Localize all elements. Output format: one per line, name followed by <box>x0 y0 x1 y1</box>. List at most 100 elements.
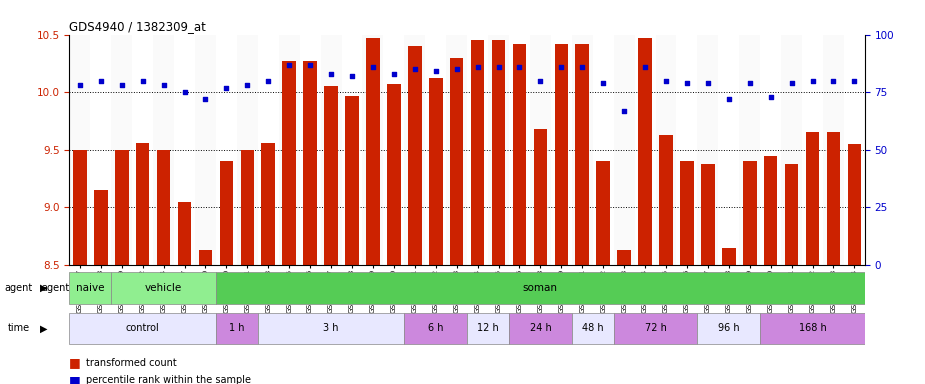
Bar <box>806 132 820 265</box>
Text: percentile rank within the sample: percentile rank within the sample <box>86 375 251 384</box>
Point <box>365 64 380 70</box>
Bar <box>325 86 338 265</box>
Text: ■: ■ <box>69 356 81 369</box>
Bar <box>387 84 401 265</box>
Point <box>219 84 234 91</box>
Bar <box>781 35 802 265</box>
Point <box>428 68 443 74</box>
Bar <box>847 144 861 265</box>
Text: vehicle: vehicle <box>145 283 182 293</box>
Bar <box>216 313 258 344</box>
Bar <box>554 44 568 265</box>
Bar <box>258 35 278 265</box>
Point <box>407 66 422 72</box>
Point <box>743 80 758 86</box>
Text: agent: agent <box>5 283 32 293</box>
Point <box>596 80 611 86</box>
Bar <box>635 35 656 265</box>
Text: 3 h: 3 h <box>324 323 339 333</box>
Bar <box>111 273 216 303</box>
Bar <box>844 35 865 265</box>
Bar <box>94 190 107 265</box>
Bar <box>450 58 463 265</box>
Bar <box>509 35 530 265</box>
Point <box>722 96 736 102</box>
Bar <box>530 35 551 265</box>
Point <box>512 64 527 70</box>
Bar <box>69 273 111 303</box>
Bar <box>258 313 404 344</box>
Bar <box>111 35 132 265</box>
Point <box>198 96 213 102</box>
Point <box>554 64 569 70</box>
Text: 96 h: 96 h <box>718 323 740 333</box>
Bar <box>660 135 672 265</box>
Point <box>659 78 673 84</box>
Bar <box>321 35 341 265</box>
Bar <box>597 161 610 265</box>
Point <box>700 80 715 86</box>
Bar <box>178 202 191 265</box>
Bar <box>467 35 488 265</box>
Point <box>617 108 632 114</box>
Bar <box>136 143 150 265</box>
Point <box>72 82 87 88</box>
Bar <box>697 313 760 344</box>
Bar <box>446 35 467 265</box>
Bar <box>341 35 363 265</box>
Bar <box>69 313 216 344</box>
Bar <box>701 164 715 265</box>
Point <box>324 71 339 77</box>
Bar <box>760 35 781 265</box>
Bar <box>426 35 446 265</box>
Bar <box>656 35 676 265</box>
Text: 1 h: 1 h <box>229 323 244 333</box>
Bar <box>345 96 359 265</box>
Bar <box>216 35 237 265</box>
Point <box>302 61 317 68</box>
Bar <box>404 313 467 344</box>
Bar <box>676 35 697 265</box>
Bar <box>303 61 317 265</box>
Point <box>805 78 820 84</box>
Bar <box>743 161 757 265</box>
Point <box>680 80 695 86</box>
Bar <box>467 313 509 344</box>
Point <box>826 78 841 84</box>
Bar <box>512 44 526 265</box>
Bar <box>69 35 91 265</box>
Bar <box>216 273 865 303</box>
Bar <box>132 35 154 265</box>
Bar <box>722 248 735 265</box>
Point <box>637 64 652 70</box>
Point <box>115 82 130 88</box>
Bar <box>156 150 170 265</box>
Bar <box>237 35 258 265</box>
Bar <box>471 40 485 265</box>
Point <box>784 80 799 86</box>
Point <box>240 82 254 88</box>
Bar <box>760 313 865 344</box>
Point <box>135 78 150 84</box>
Bar <box>73 150 87 265</box>
Bar <box>429 78 442 265</box>
Bar <box>91 35 111 265</box>
Bar <box>719 35 739 265</box>
Text: soman: soman <box>523 283 558 293</box>
Point <box>282 61 297 68</box>
Text: 168 h: 168 h <box>798 323 826 333</box>
Point <box>533 78 548 84</box>
Text: 12 h: 12 h <box>477 323 499 333</box>
Bar <box>551 35 572 265</box>
Point <box>450 66 464 72</box>
Point <box>93 78 108 84</box>
Bar <box>802 35 823 265</box>
Bar <box>572 35 593 265</box>
Bar <box>366 38 380 265</box>
Bar <box>509 313 572 344</box>
Bar <box>195 35 216 265</box>
Point <box>177 89 191 95</box>
Bar <box>764 156 778 265</box>
Bar <box>697 35 719 265</box>
Text: ▶: ▶ <box>40 323 47 333</box>
